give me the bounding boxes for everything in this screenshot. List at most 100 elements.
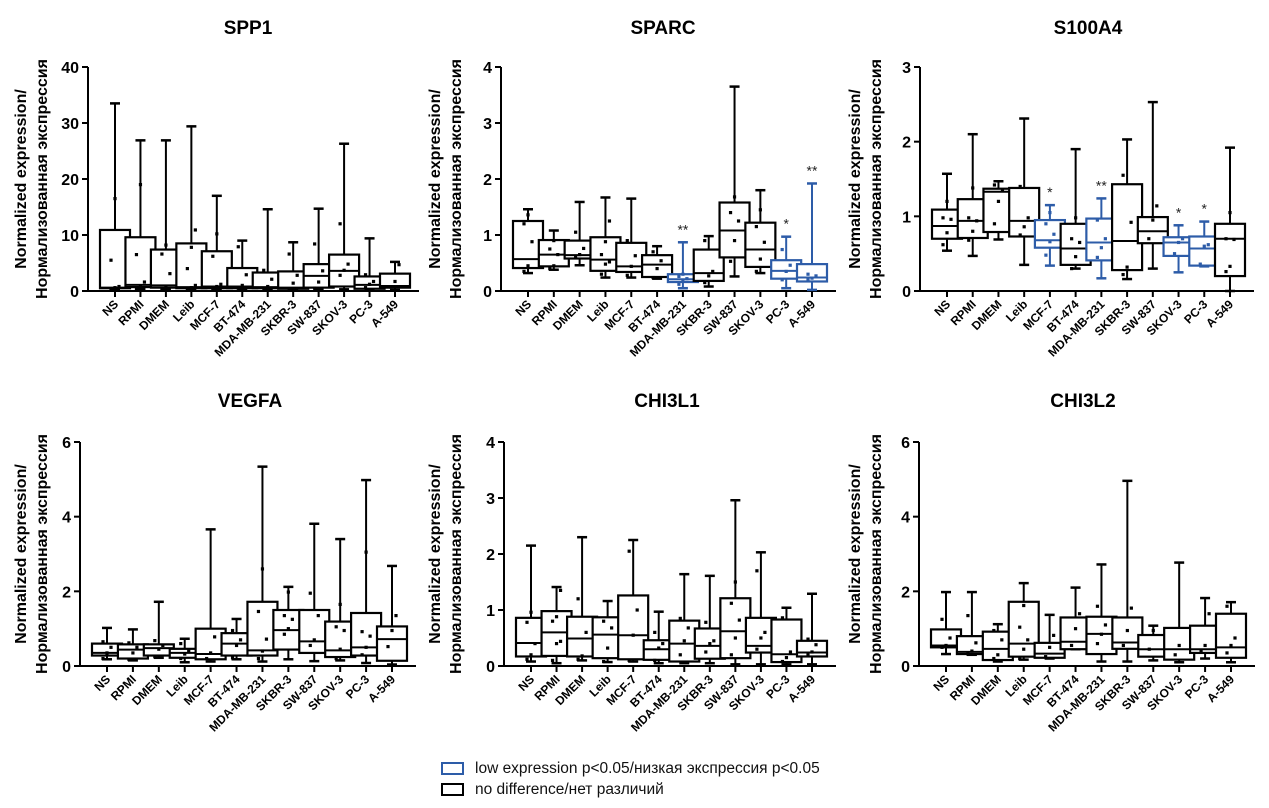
y-tick-label: 20 bbox=[61, 172, 79, 189]
data-point bbox=[183, 652, 187, 656]
data-point bbox=[1151, 218, 1155, 222]
data-point bbox=[308, 591, 312, 595]
data-point bbox=[677, 274, 681, 279]
data-point bbox=[806, 637, 810, 641]
data-point bbox=[316, 614, 320, 618]
y-axis-label-line1: Normalized expression/ bbox=[427, 464, 444, 644]
data-point bbox=[215, 284, 219, 289]
data-point bbox=[105, 651, 109, 655]
box-leib: Leib bbox=[1003, 581, 1040, 700]
data-point bbox=[334, 625, 338, 629]
data-point bbox=[755, 569, 759, 573]
data-point bbox=[1018, 184, 1022, 189]
data-point bbox=[1095, 255, 1099, 259]
data-point bbox=[1044, 253, 1048, 257]
data-point bbox=[1070, 267, 1074, 271]
data-point bbox=[970, 649, 974, 653]
data-point bbox=[1044, 222, 1048, 226]
data-point bbox=[635, 608, 639, 612]
data-point bbox=[1129, 220, 1133, 224]
data-point bbox=[153, 655, 157, 659]
y-axis-label-line2: Нормализованная экспрессия bbox=[34, 59, 51, 299]
data-point bbox=[1026, 216, 1030, 220]
data-point bbox=[732, 195, 737, 199]
significance-marker: * bbox=[783, 216, 789, 232]
data-point bbox=[780, 659, 785, 664]
data-point bbox=[574, 230, 578, 234]
x-tick-label: A-549 bbox=[1203, 297, 1236, 330]
data-point bbox=[1125, 628, 1129, 633]
y-axis-label-line2: Нормализованная экспрессия bbox=[448, 434, 465, 674]
data-point bbox=[1099, 632, 1104, 636]
data-point bbox=[160, 287, 164, 291]
data-point bbox=[974, 641, 978, 645]
data-point bbox=[1225, 604, 1229, 608]
data-point bbox=[187, 649, 191, 653]
data-point bbox=[371, 279, 376, 284]
data-point bbox=[708, 642, 712, 646]
data-point bbox=[529, 653, 533, 657]
data-point bbox=[967, 216, 971, 220]
x-tick-label: A-549 bbox=[365, 672, 398, 705]
data-point bbox=[287, 252, 291, 256]
data-point bbox=[584, 630, 588, 634]
y-axis-label-line2: Нормализованная экспрессия bbox=[448, 59, 465, 299]
data-point bbox=[1228, 211, 1232, 215]
data-point bbox=[941, 243, 945, 247]
data-point bbox=[550, 619, 555, 623]
legend-label-no-difference: no difference/нет различий bbox=[475, 780, 664, 798]
data-point bbox=[109, 645, 113, 649]
data-point bbox=[179, 656, 183, 661]
data-point bbox=[101, 656, 105, 661]
data-point bbox=[342, 268, 346, 272]
data-point bbox=[134, 287, 139, 291]
data-point bbox=[548, 247, 552, 251]
data-point bbox=[389, 285, 393, 289]
box-iqr bbox=[375, 625, 409, 662]
data-point bbox=[1070, 237, 1074, 241]
data-point bbox=[657, 646, 661, 650]
data-point bbox=[681, 279, 685, 283]
data-point bbox=[1203, 643, 1207, 648]
data-point bbox=[256, 656, 261, 661]
data-point bbox=[338, 222, 342, 226]
data-point bbox=[599, 272, 604, 276]
data-point bbox=[992, 222, 997, 226]
data-point bbox=[189, 286, 193, 290]
data-point bbox=[142, 280, 147, 284]
data-point bbox=[244, 273, 248, 277]
y-axis-label-line1: Normalized expression/ bbox=[13, 89, 30, 269]
data-point bbox=[661, 642, 665, 646]
y-axis-label-line2: Нормализованная экспрессия bbox=[34, 434, 51, 674]
data-point bbox=[754, 225, 758, 229]
data-point bbox=[712, 639, 716, 643]
data-point bbox=[1129, 606, 1133, 610]
y-tick-label: 30 bbox=[61, 116, 79, 133]
data-point bbox=[945, 231, 949, 235]
data-point bbox=[363, 273, 368, 277]
data-point bbox=[1225, 651, 1229, 655]
data-point bbox=[131, 651, 135, 655]
y-tick-label: 2 bbox=[62, 584, 71, 601]
chart-title: CHI3L1 bbox=[634, 391, 700, 412]
data-point bbox=[270, 277, 274, 281]
data-point bbox=[1199, 649, 1203, 653]
data-point bbox=[260, 567, 265, 571]
data-point bbox=[1232, 237, 1236, 242]
chart-panel-sparc: SPARC Normalized expression/Нормализованн… bbox=[427, 18, 836, 359]
y-tick-label: 4 bbox=[901, 510, 910, 527]
data-point bbox=[525, 620, 529, 624]
significance-marker: * bbox=[1047, 184, 1053, 200]
data-point bbox=[282, 632, 286, 636]
data-point bbox=[1103, 623, 1108, 627]
data-point bbox=[1018, 625, 1022, 629]
data-point bbox=[633, 254, 637, 258]
data-point bbox=[157, 647, 161, 651]
data-point bbox=[763, 630, 767, 634]
data-point bbox=[627, 658, 631, 662]
data-point bbox=[1172, 252, 1177, 256]
data-point bbox=[1121, 643, 1125, 648]
data-point bbox=[678, 653, 682, 657]
data-point bbox=[1069, 643, 1074, 648]
data-point bbox=[1229, 643, 1233, 648]
